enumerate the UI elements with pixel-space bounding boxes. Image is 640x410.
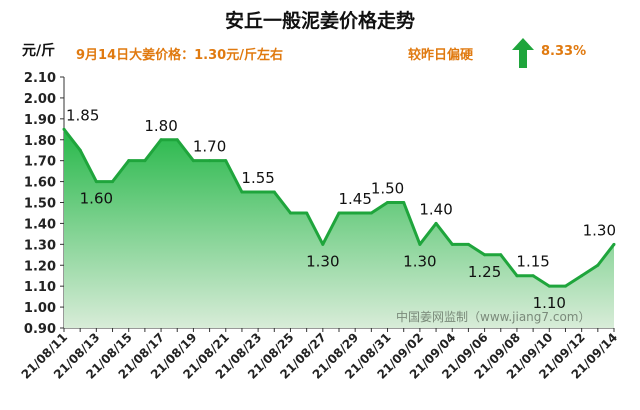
data-point bbox=[111, 180, 115, 184]
y-tick-label: 1.60 bbox=[24, 176, 56, 191]
data-point bbox=[596, 263, 600, 267]
data-point bbox=[94, 180, 98, 184]
y-tick-label: 1.20 bbox=[24, 259, 56, 274]
data-point bbox=[563, 284, 567, 288]
data-label: 1.50 bbox=[371, 180, 404, 198]
data-point bbox=[515, 274, 519, 278]
data-label: 1.80 bbox=[144, 117, 177, 135]
data-point bbox=[612, 242, 616, 246]
price-info: 9月14日大姜价格：1.30元/斤左右 bbox=[76, 48, 283, 63]
y-tick-label: 1.40 bbox=[24, 217, 56, 232]
data-point bbox=[402, 201, 406, 204]
data-point bbox=[159, 138, 163, 142]
data-label: 1.10 bbox=[533, 294, 566, 312]
data-point bbox=[434, 221, 438, 225]
data-point bbox=[450, 242, 454, 246]
data-label: 1.40 bbox=[419, 200, 452, 218]
x-axis: 21/08/1121/08/1321/08/1521/08/1721/08/19… bbox=[19, 327, 620, 382]
data-point bbox=[369, 211, 373, 215]
data-point bbox=[78, 148, 82, 152]
trend-value: 8.33% bbox=[541, 44, 587, 59]
y-tick-label: 1.80 bbox=[24, 134, 56, 149]
data-point bbox=[240, 190, 244, 194]
data-label: 1.25 bbox=[468, 263, 501, 281]
data-point bbox=[256, 190, 260, 194]
y-tick-label: 1.30 bbox=[24, 238, 56, 253]
data-label: 1.55 bbox=[241, 169, 274, 187]
data-label: 1.30 bbox=[583, 221, 616, 239]
data-point bbox=[305, 211, 309, 215]
data-point bbox=[208, 159, 212, 163]
data-point bbox=[143, 159, 147, 163]
data-label: 1.70 bbox=[193, 138, 226, 156]
data-point bbox=[191, 159, 195, 163]
data-label: 1.60 bbox=[80, 190, 113, 208]
data-label: 1.45 bbox=[338, 190, 371, 208]
data-point bbox=[483, 253, 487, 257]
y-tick-label: 2.10 bbox=[24, 71, 56, 86]
y-tick-label: 1.90 bbox=[24, 113, 56, 128]
data-point bbox=[272, 190, 276, 194]
data-point bbox=[466, 242, 470, 246]
data-point bbox=[288, 211, 292, 215]
data-point bbox=[337, 211, 341, 215]
data-point bbox=[386, 201, 390, 204]
trend-label: 较昨日偏硬 bbox=[408, 48, 474, 63]
data-point bbox=[127, 159, 131, 163]
data-point bbox=[321, 242, 325, 246]
unit-label: 元/斤 bbox=[22, 43, 56, 59]
y-tick-label: 1.70 bbox=[24, 155, 56, 170]
data-label: 1.30 bbox=[403, 252, 436, 270]
y-tick-label: 1.50 bbox=[24, 197, 56, 212]
data-point bbox=[580, 274, 584, 278]
data-point bbox=[175, 138, 179, 142]
y-tick-label: 2.00 bbox=[24, 92, 56, 107]
y-tick-label: 0.90 bbox=[24, 322, 56, 337]
data-point bbox=[353, 211, 357, 215]
data-point bbox=[531, 274, 535, 278]
y-tick-label: 1.10 bbox=[24, 280, 56, 295]
y-tick-label: 1.00 bbox=[24, 301, 56, 316]
price-area bbox=[64, 129, 614, 328]
data-point bbox=[499, 253, 503, 257]
data-point bbox=[62, 127, 66, 131]
data-labels: 1.85 1.60 1.80 1.70 1.55 1.30 1.451.50 1.30 1.40… bbox=[62, 106, 616, 312]
arrow-up-icon bbox=[512, 38, 534, 68]
data-point bbox=[224, 159, 228, 163]
watermark: 中国姜网监制（www.jiang7.com） bbox=[396, 309, 590, 324]
data-point bbox=[418, 242, 422, 246]
data-label: 1.30 bbox=[306, 252, 339, 270]
y-axis: 0.90 1.00 1.10 1.20 1.30 1.40 1.50 1.60 1.70 1.80… bbox=[24, 71, 65, 337]
data-label: 1.85 bbox=[66, 106, 99, 124]
data-label: 1.15 bbox=[516, 253, 549, 271]
chart-title: 安丘一般泥姜价格走势 bbox=[224, 10, 415, 32]
data-point bbox=[547, 284, 551, 288]
